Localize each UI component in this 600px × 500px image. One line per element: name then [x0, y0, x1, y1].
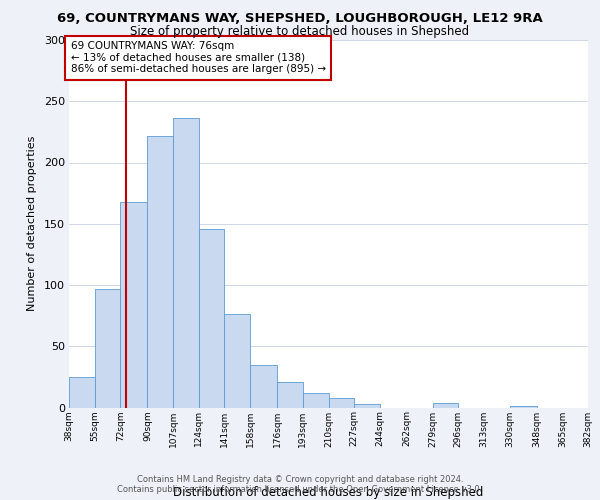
Bar — [354, 404, 380, 407]
X-axis label: Distribution of detached houses by size in Shepshed: Distribution of detached houses by size … — [173, 486, 484, 498]
Bar — [199, 228, 224, 408]
Bar — [148, 136, 173, 407]
Y-axis label: Number of detached properties: Number of detached properties — [27, 136, 37, 312]
Bar — [69, 377, 95, 408]
Bar — [224, 314, 250, 408]
Bar — [329, 398, 354, 407]
Text: Contains HM Land Registry data © Crown copyright and database right 2024.: Contains HM Land Registry data © Crown c… — [137, 475, 463, 484]
Text: 69 COUNTRYMANS WAY: 76sqm
← 13% of detached houses are smaller (138)
86% of semi: 69 COUNTRYMANS WAY: 76sqm ← 13% of detac… — [71, 41, 326, 74]
Bar — [303, 393, 329, 407]
Bar — [173, 118, 199, 408]
Text: 69, COUNTRYMANS WAY, SHEPSHED, LOUGHBOROUGH, LE12 9RA: 69, COUNTRYMANS WAY, SHEPSHED, LOUGHBORO… — [57, 12, 543, 26]
Bar — [509, 406, 537, 408]
Text: Contains public sector information licensed under the Open Government Licence v3: Contains public sector information licen… — [118, 485, 482, 494]
Bar — [95, 288, 120, 408]
Bar — [250, 364, 277, 408]
Bar — [277, 382, 303, 407]
Text: Size of property relative to detached houses in Shepshed: Size of property relative to detached ho… — [130, 25, 470, 38]
Bar — [120, 202, 148, 408]
Bar — [433, 402, 458, 407]
